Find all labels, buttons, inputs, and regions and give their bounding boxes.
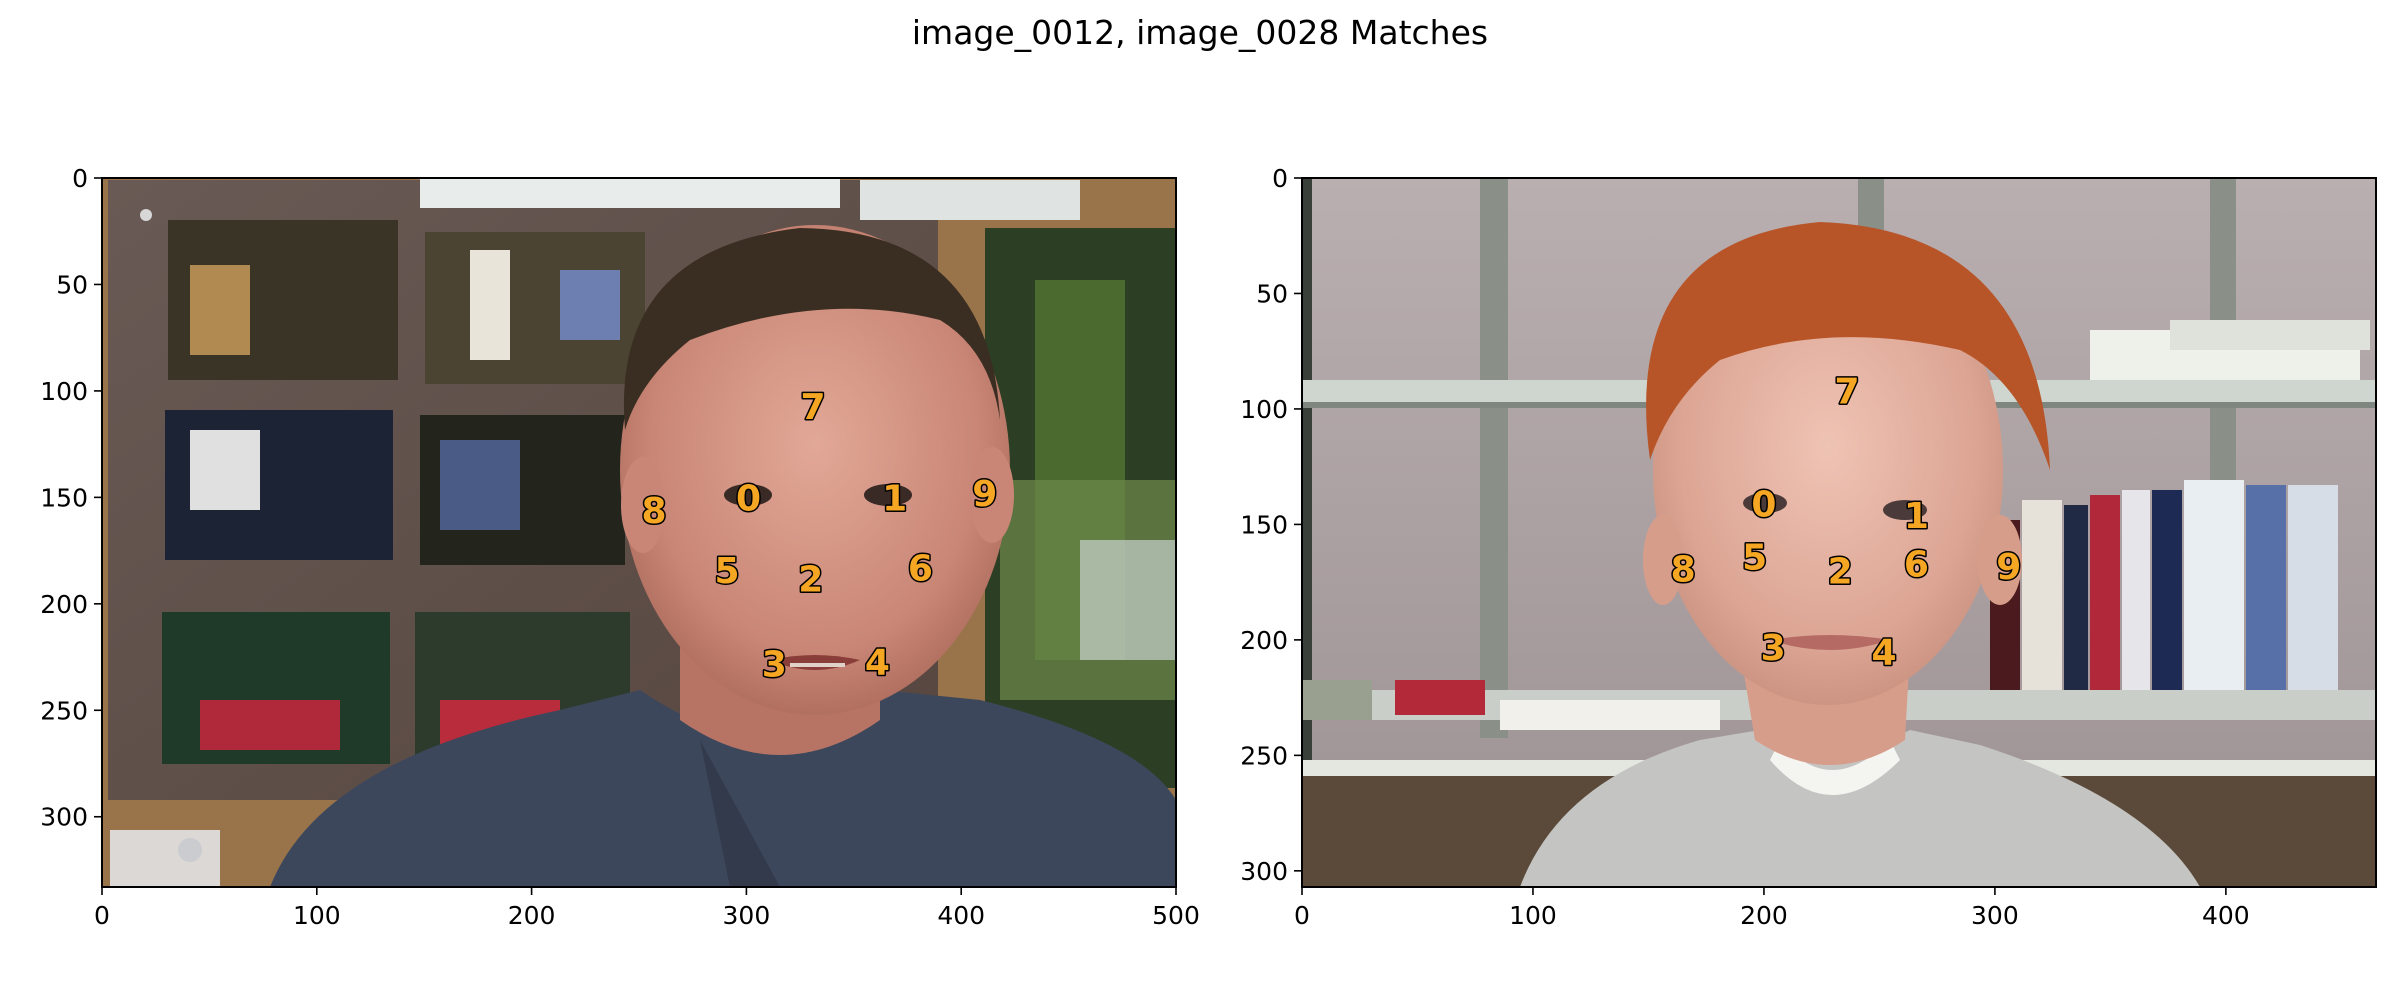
left-y-tick-label: 300 [40, 803, 88, 832]
right-keypoint-2: 2 [1828, 552, 1853, 593]
right-panel: 0 100 200 300 400 0 50 100 150 200 250 300 0 1 2 3 4 5 6… [1240, 164, 2377, 930]
left-y-tick-label: 50 [56, 270, 88, 299]
left-keypoint-7: 7 [800, 387, 825, 428]
right-image [1302, 178, 2376, 887]
left-keypoint-5: 5 [715, 551, 740, 592]
right-y-tick-label: 200 [1240, 626, 1288, 655]
left-keypoints: 0 1 2 3 4 5 6 7 8 9 [640, 385, 999, 687]
left-y-tick-label: 250 [40, 696, 88, 725]
right-axes-frame [1301, 177, 2377, 888]
left-y-tick-label: 200 [40, 590, 88, 619]
left-keypoint-8: 8 [642, 491, 667, 532]
right-keypoint-0: 0 [1751, 485, 1776, 526]
right-keypoint-7: 7 [1835, 371, 1860, 412]
left-keypoint-6: 6 [908, 549, 933, 590]
right-x-tick-label: 300 [1971, 901, 2019, 930]
right-y-ticks: 0 50 100 150 200 250 300 [1240, 164, 1302, 886]
left-axes-frame [101, 177, 1177, 888]
right-x-tick-label: 400 [2202, 901, 2250, 930]
right-keypoint-8: 8 [1671, 549, 1696, 590]
left-panel: 0 100 200 300 400 500 0 50 100 150 200 250 300 0 1 2 3… [40, 164, 1200, 930]
right-keypoint-9: 9 [1996, 547, 2021, 588]
right-keypoint-1: 1 [1904, 496, 1929, 537]
right-y-tick-label: 100 [1240, 395, 1288, 424]
right-x-tick-label: 0 [1294, 901, 1310, 930]
right-y-tick-label: 250 [1240, 741, 1288, 770]
left-image [102, 178, 1176, 887]
right-x-tick-label: 100 [1509, 901, 1557, 930]
left-keypoint-0: 0 [736, 478, 761, 519]
left-x-ticks: 0 100 200 300 400 500 [94, 887, 1200, 930]
left-x-tick-label: 300 [723, 901, 771, 930]
right-keypoint-4: 4 [1872, 632, 1897, 673]
left-keypoint-3: 3 [762, 644, 787, 685]
right-keypoint-3: 3 [1761, 628, 1786, 669]
left-x-tick-label: 400 [937, 901, 985, 930]
left-y-tick-label: 0 [72, 164, 88, 193]
right-keypoint-6: 6 [1904, 545, 1929, 586]
left-keypoint-2: 2 [798, 559, 823, 600]
left-x-tick-label: 100 [293, 901, 341, 930]
right-x-tick-label: 200 [1740, 901, 1788, 930]
right-keypoint-5: 5 [1742, 538, 1767, 579]
left-keypoint-1: 1 [882, 478, 907, 519]
right-y-tick-label: 0 [1272, 164, 1288, 193]
left-x-tick-label: 500 [1152, 901, 1200, 930]
left-keypoint-4: 4 [865, 642, 890, 683]
figure-title: image_0012, image_0028 Matches [912, 13, 1488, 52]
left-y-tick-label: 100 [40, 377, 88, 406]
right-x-ticks: 0 100 200 300 400 [1294, 887, 2250, 930]
right-y-tick-label: 50 [1256, 279, 1288, 308]
right-keypoints: 0 1 2 3 4 5 6 7 8 9 [1669, 370, 2023, 675]
left-x-tick-label: 0 [94, 901, 110, 930]
left-y-tick-label: 150 [40, 483, 88, 512]
left-y-ticks: 0 50 100 150 200 250 300 [40, 164, 102, 832]
left-x-tick-label: 200 [508, 901, 556, 930]
right-y-tick-label: 150 [1240, 510, 1288, 539]
left-keypoint-9: 9 [972, 474, 997, 515]
right-y-tick-label: 300 [1240, 857, 1288, 886]
